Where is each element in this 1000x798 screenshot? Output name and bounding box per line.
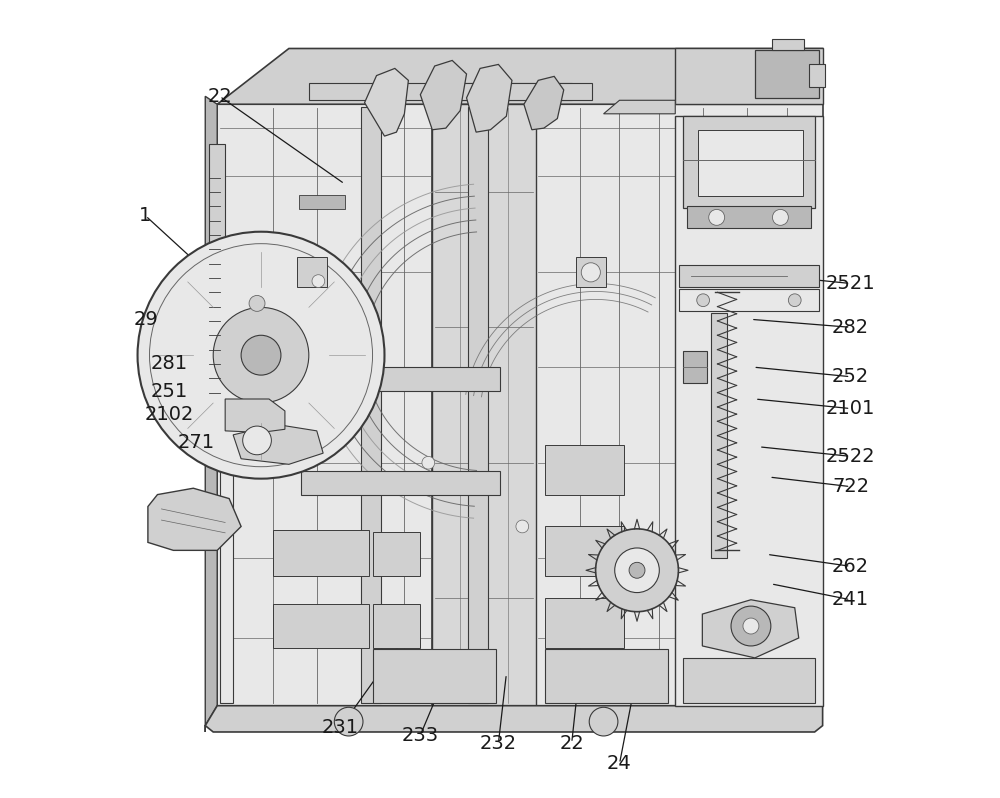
- Circle shape: [581, 263, 600, 282]
- Polygon shape: [679, 265, 819, 287]
- Polygon shape: [467, 65, 512, 132]
- Polygon shape: [365, 69, 408, 136]
- Polygon shape: [432, 105, 536, 705]
- Text: 2101: 2101: [826, 399, 875, 418]
- Bar: [361, 108, 381, 703]
- Bar: [373, 604, 420, 647]
- Polygon shape: [683, 658, 815, 703]
- Circle shape: [743, 618, 759, 634]
- Polygon shape: [698, 130, 803, 196]
- Circle shape: [709, 209, 725, 225]
- Circle shape: [697, 294, 710, 306]
- Polygon shape: [679, 289, 819, 311]
- Circle shape: [422, 456, 435, 469]
- Text: 262: 262: [832, 557, 869, 576]
- Bar: [711, 313, 727, 559]
- Text: 252: 252: [832, 367, 869, 386]
- Bar: [545, 598, 624, 647]
- Polygon shape: [524, 77, 564, 130]
- Circle shape: [241, 335, 281, 375]
- Polygon shape: [702, 600, 799, 658]
- Text: 233: 233: [402, 725, 439, 745]
- Circle shape: [596, 529, 678, 612]
- Bar: [576, 257, 606, 287]
- Bar: [545, 649, 668, 703]
- Text: 24: 24: [607, 754, 632, 773]
- Text: 2521: 2521: [826, 274, 875, 293]
- Circle shape: [312, 275, 325, 287]
- Polygon shape: [217, 49, 823, 105]
- Polygon shape: [675, 49, 823, 105]
- Text: 251: 251: [151, 381, 188, 401]
- Polygon shape: [536, 105, 823, 705]
- Circle shape: [589, 707, 618, 736]
- Bar: [373, 649, 496, 703]
- Polygon shape: [420, 61, 467, 130]
- Text: 232: 232: [480, 733, 517, 753]
- Polygon shape: [683, 351, 707, 383]
- Bar: [432, 83, 592, 101]
- Text: 271: 271: [177, 433, 214, 452]
- Bar: [299, 195, 345, 209]
- Circle shape: [249, 295, 265, 311]
- Polygon shape: [233, 425, 323, 464]
- Bar: [301, 367, 500, 391]
- Circle shape: [243, 426, 271, 455]
- Text: 29: 29: [133, 310, 158, 329]
- Bar: [373, 532, 420, 576]
- Text: 22: 22: [559, 733, 584, 753]
- Circle shape: [334, 707, 363, 736]
- Circle shape: [629, 563, 645, 579]
- Bar: [301, 471, 500, 495]
- Circle shape: [615, 548, 659, 593]
- Polygon shape: [205, 97, 217, 732]
- Text: 722: 722: [832, 477, 869, 496]
- Polygon shape: [604, 101, 675, 114]
- Polygon shape: [148, 488, 241, 551]
- Polygon shape: [755, 50, 819, 98]
- Text: 2102: 2102: [145, 405, 194, 425]
- Circle shape: [213, 307, 309, 403]
- Circle shape: [731, 606, 771, 646]
- Polygon shape: [809, 65, 825, 87]
- Polygon shape: [209, 144, 225, 399]
- Text: 22: 22: [207, 87, 232, 106]
- Bar: [273, 604, 369, 647]
- Text: 2522: 2522: [826, 447, 875, 466]
- Bar: [545, 527, 624, 576]
- Polygon shape: [675, 117, 823, 705]
- Bar: [545, 445, 624, 495]
- Bar: [468, 108, 488, 703]
- Text: 1: 1: [139, 206, 152, 225]
- Polygon shape: [205, 705, 823, 732]
- Polygon shape: [687, 206, 811, 227]
- Circle shape: [772, 209, 788, 225]
- Polygon shape: [772, 39, 804, 50]
- Polygon shape: [683, 117, 815, 207]
- Bar: [309, 83, 572, 101]
- Bar: [273, 530, 369, 576]
- Bar: [297, 257, 327, 287]
- Circle shape: [516, 520, 529, 533]
- Polygon shape: [225, 399, 285, 433]
- Text: 282: 282: [832, 318, 869, 337]
- Text: 281: 281: [151, 354, 188, 373]
- Circle shape: [138, 231, 384, 479]
- Polygon shape: [217, 105, 432, 705]
- Text: 231: 231: [322, 717, 359, 737]
- Polygon shape: [220, 401, 233, 703]
- Circle shape: [788, 294, 801, 306]
- Text: 241: 241: [832, 591, 869, 609]
